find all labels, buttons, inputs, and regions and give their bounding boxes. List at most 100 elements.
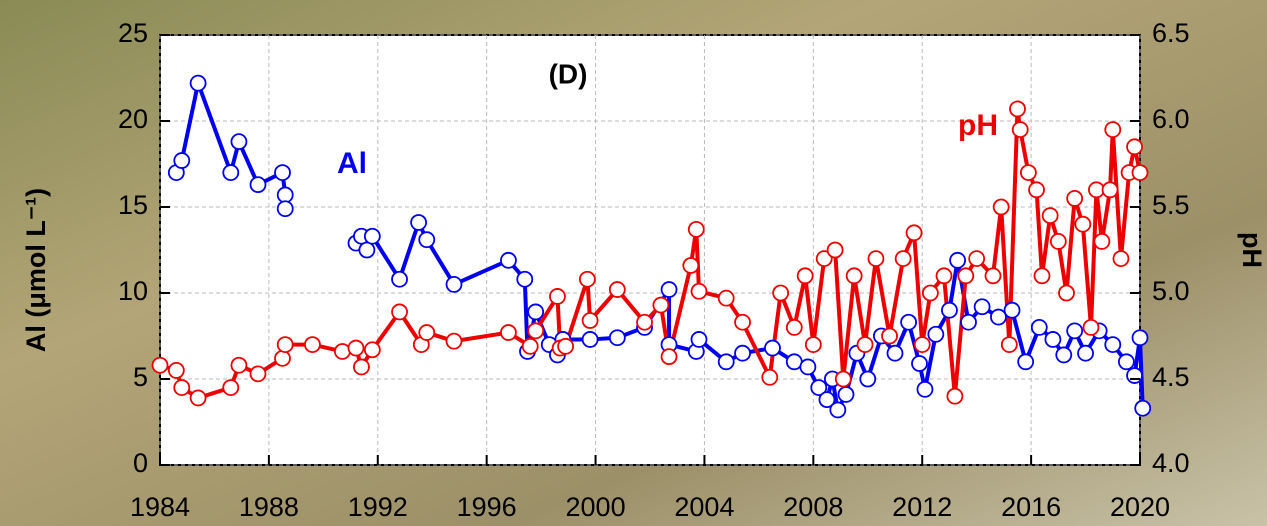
y2-tick-label: 4.5 (1152, 362, 1190, 392)
data-point (527, 303, 545, 321)
y-tick-label: 10 (118, 276, 148, 306)
y2-tick-label: 4.0 (1152, 448, 1190, 478)
data-point (1055, 346, 1073, 364)
data-point (660, 348, 678, 366)
data-point (845, 267, 863, 285)
data-point (785, 318, 803, 336)
data-point (1104, 336, 1122, 354)
data-point (826, 241, 844, 259)
data-point (1093, 232, 1111, 250)
y2-tick-label: 5.0 (1152, 276, 1190, 306)
data-point (445, 275, 463, 293)
y2-tick-label: 6.0 (1152, 104, 1190, 134)
data-point (905, 224, 923, 242)
data-point (151, 356, 169, 374)
x-tick-label: 1988 (239, 492, 299, 522)
data-point (549, 288, 566, 305)
data-point (516, 270, 534, 288)
data-point (772, 284, 790, 302)
data-point (690, 331, 708, 348)
data-point (527, 322, 545, 340)
data-point (927, 325, 945, 343)
data-point (1028, 181, 1045, 199)
data-point (249, 365, 267, 383)
data-point (859, 370, 877, 388)
data-point (1112, 250, 1130, 268)
x-tick-label: 1996 (457, 492, 517, 522)
data-point (992, 198, 1010, 216)
data-point (946, 387, 964, 405)
data-point (829, 401, 847, 419)
data-point (717, 353, 735, 371)
data-point (1058, 284, 1075, 302)
data-point (911, 355, 928, 372)
data-point (636, 313, 653, 331)
data-point (1117, 353, 1135, 371)
data-point (1017, 353, 1035, 371)
data-point (1066, 189, 1084, 207)
data-point (734, 313, 751, 331)
data-point (274, 349, 291, 367)
x-tick-label: 2008 (783, 492, 843, 522)
grid (159, 34, 1141, 466)
data-point (274, 164, 291, 182)
x-tick-label: 2000 (566, 492, 626, 522)
data-point (894, 250, 912, 268)
y-tick-label: 0 (133, 448, 148, 478)
x-tick-label: 1984 (130, 492, 190, 522)
data-point (222, 379, 240, 397)
data-point (1077, 344, 1094, 362)
data-point (189, 74, 207, 92)
data-point (1011, 121, 1029, 139)
data-point (804, 336, 822, 354)
data-point (834, 370, 852, 388)
data-point (230, 133, 248, 151)
series-layer (151, 74, 1152, 419)
data-point (764, 339, 781, 357)
y-tick-label: 20 (118, 104, 148, 134)
data-point (391, 270, 408, 288)
data-point (815, 250, 833, 268)
data-point (557, 337, 575, 355)
data-point (900, 313, 918, 331)
data-point (1049, 232, 1067, 250)
data-point (867, 250, 885, 268)
data-point (856, 336, 874, 354)
data-point (734, 344, 751, 362)
data-point (410, 214, 428, 231)
data-point (500, 251, 517, 269)
data-point (1003, 301, 1021, 319)
data-point (1074, 215, 1092, 233)
data-point (687, 220, 705, 238)
data-point (608, 281, 626, 298)
data-point (886, 344, 904, 362)
data-point (167, 361, 185, 379)
data-point (796, 267, 814, 285)
y2-tick-label: 6.5 (1152, 18, 1190, 48)
data-point (1041, 207, 1059, 225)
series-label: Al (337, 147, 367, 180)
data-point (358, 241, 376, 259)
data-point (304, 336, 321, 354)
data-point (717, 289, 735, 307)
data-point (652, 296, 670, 314)
x-tick-label: 2012 (892, 492, 952, 522)
data-point (445, 332, 463, 350)
data-point (761, 368, 779, 386)
y-tick-label: 5 (133, 362, 148, 392)
data-point (973, 298, 991, 316)
data-point (581, 312, 599, 329)
x-tick-label: 2020 (1110, 492, 1170, 522)
data-point (1131, 164, 1149, 182)
data-point (913, 336, 931, 354)
data-point (363, 227, 381, 245)
data-point (521, 337, 539, 355)
data-point (1126, 367, 1143, 384)
data-point (799, 358, 817, 376)
data-point (347, 339, 365, 357)
data-point (1033, 267, 1051, 285)
data-point (418, 231, 436, 249)
data-point (1066, 322, 1084, 340)
data-point (935, 267, 953, 285)
